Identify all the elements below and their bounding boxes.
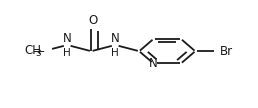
Text: N: N <box>63 32 72 45</box>
Text: 3: 3 <box>36 49 42 58</box>
Text: —: — <box>33 45 44 58</box>
Text: CH: CH <box>24 44 41 57</box>
Text: Br: Br <box>220 45 233 58</box>
Text: O: O <box>88 14 98 27</box>
Text: H: H <box>111 48 119 58</box>
Text: N: N <box>149 57 158 70</box>
Text: H: H <box>63 48 71 58</box>
Text: N: N <box>111 32 120 45</box>
